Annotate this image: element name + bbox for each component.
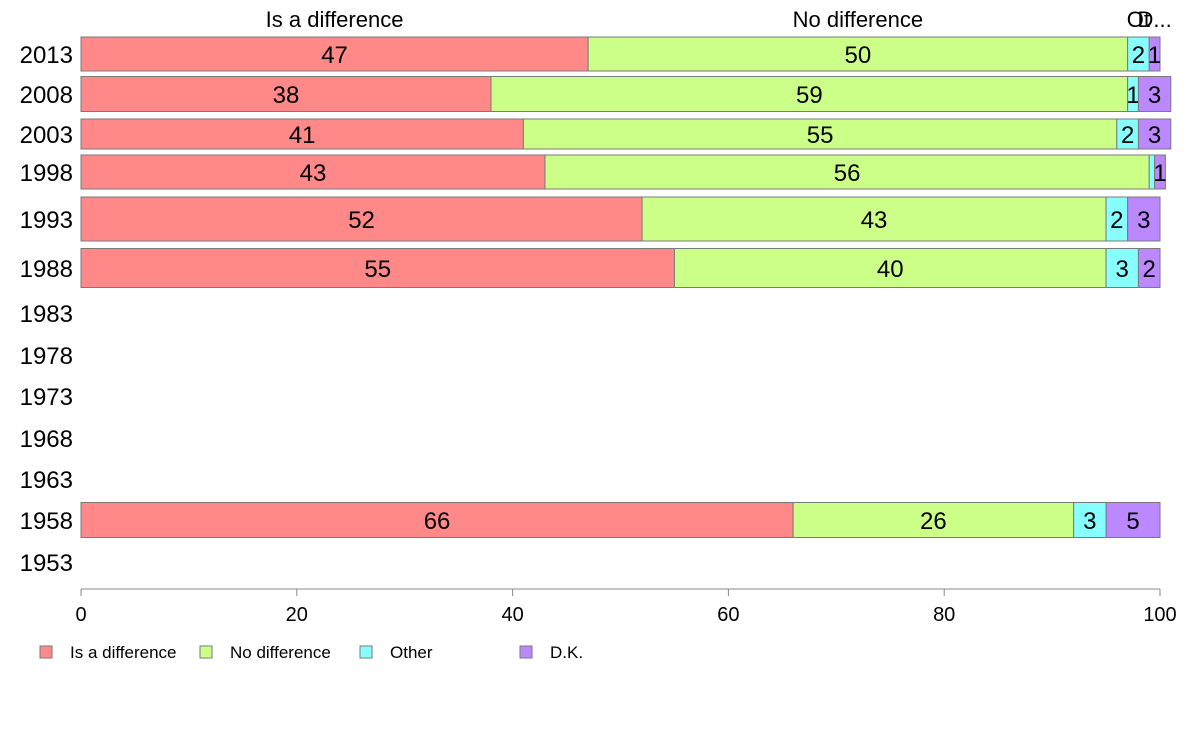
- year-label-1993: 1993: [20, 207, 73, 234]
- bar-1958-no-difference: [792, 502, 1075, 538]
- top-series-labels: Is a difference No difference OtD...: [266, 7, 1172, 32]
- legend-swatch-3: [519, 645, 533, 659]
- data-label-2013-1: 50: [845, 42, 872, 69]
- bar-1993-d-k: [1127, 196, 1161, 242]
- data-label-2008-0: 38: [273, 82, 300, 109]
- data-label-1988-1: 40: [877, 256, 904, 283]
- data-label-2008-1: 59: [796, 82, 823, 109]
- bar-2013-d-k: [1148, 36, 1161, 72]
- x-tick-label-100: 100: [1143, 604, 1176, 626]
- bar-1993-is-a-difference: [80, 196, 643, 242]
- legend-label-1: No difference: [230, 643, 331, 662]
- bar-1988-no-difference: [673, 248, 1107, 288]
- legend-swatch-1: [199, 645, 213, 659]
- bar-2013-no-difference: [587, 36, 1129, 72]
- bars: 47 50 2 138 59 1 341 55 2 343 56 152 43 2 355 40 3 266 26 3…: [80, 36, 1172, 538]
- legend-label-3: D.K.: [550, 643, 583, 662]
- legend-swatch-0: [39, 645, 53, 659]
- year-label-1973: 1973: [20, 384, 73, 411]
- x-tick-label-60: 60: [717, 604, 739, 626]
- data-label-2003-0: 41: [289, 122, 316, 149]
- data-label-1998-3: 1: [1153, 160, 1166, 187]
- data-label-2008-3: 3: [1148, 82, 1161, 109]
- bar-1958-is-a-difference: [80, 502, 794, 538]
- data-label-1993-3: 3: [1137, 207, 1150, 234]
- data-label-1958-1: 26: [920, 508, 947, 535]
- year-label-1978: 1978: [20, 343, 73, 370]
- data-label-2013-3: 1: [1148, 42, 1161, 69]
- legend: Is a difference No difference Other D.K.: [39, 643, 583, 662]
- data-label-1993-2: 2: [1110, 207, 1123, 234]
- data-label-2003-1: 55: [807, 122, 834, 149]
- year-label-2008: 2008: [20, 82, 73, 109]
- x-tick-label-40: 40: [501, 604, 523, 626]
- year-labels: 2013 2008 2003 1998 1993 1988 1983 1978 1973 1968…: [20, 42, 73, 577]
- top-label-3: D...: [1137, 7, 1171, 32]
- top-label-1: No difference: [793, 7, 923, 32]
- bar-2003-d-k: [1137, 118, 1172, 150]
- bar-1988-is-a-difference: [80, 248, 675, 288]
- year-label-1953: 1953: [20, 550, 73, 577]
- legend-label-2: Other: [390, 643, 433, 662]
- data-label-1958-0: 66: [424, 508, 451, 535]
- year-label-2003: 2003: [20, 122, 73, 149]
- bar-1998-no-difference: [544, 154, 1150, 190]
- bar-1998-is-a-difference: [80, 154, 546, 190]
- bar-1988-other: [1105, 248, 1139, 288]
- bar-1958-d-k: [1105, 502, 1161, 538]
- bar-1993-no-difference: [641, 196, 1107, 242]
- x-tick-label-0: 0: [75, 604, 86, 626]
- year-label-1958: 1958: [20, 508, 73, 535]
- data-label-1998-1: 56: [834, 160, 861, 187]
- data-label-1958-2: 3: [1083, 508, 1096, 535]
- top-label-0: Is a difference: [266, 7, 404, 32]
- bar-1988-d-k: [1137, 248, 1161, 288]
- data-label-2003-2: 2: [1121, 122, 1134, 149]
- year-label-1983: 1983: [20, 301, 73, 328]
- data-label-2013-2: 2: [1132, 42, 1145, 69]
- bar-2003-is-a-difference: [80, 118, 524, 150]
- year-label-1988: 1988: [20, 256, 73, 283]
- data-label-1998-0: 43: [300, 160, 327, 187]
- data-label-1988-2: 3: [1116, 256, 1129, 283]
- x-tick-label-20: 20: [286, 604, 308, 626]
- legend-label-0: Is a difference: [70, 643, 176, 662]
- data-label-2008-2: 1: [1126, 82, 1139, 109]
- year-label-1968: 1968: [20, 426, 73, 453]
- data-label-2013-0: 47: [321, 42, 348, 69]
- bar-2003-no-difference: [522, 118, 1118, 150]
- year-label-1998: 1998: [20, 160, 73, 187]
- data-label-1993-0: 52: [348, 207, 375, 234]
- top-label-2: Ot: [1127, 7, 1150, 32]
- data-label-1988-3: 2: [1143, 256, 1156, 283]
- bar-1998-d-k: [1154, 154, 1166, 190]
- bar-1958-other: [1073, 502, 1107, 538]
- bar-2008-d-k: [1137, 76, 1172, 112]
- data-label-1988-0: 55: [364, 256, 391, 283]
- data-label-2003-3: 3: [1148, 122, 1161, 149]
- data-label-1958-3: 5: [1126, 508, 1139, 535]
- x-tick-label-80: 80: [933, 604, 955, 626]
- year-label-1963: 1963: [20, 467, 73, 494]
- bar-2008-is-a-difference: [80, 76, 492, 112]
- year-label-2013: 2013: [20, 42, 73, 69]
- legend-swatch-2: [359, 645, 373, 659]
- x-axis: 0 20 40 60 80 100: [75, 588, 1177, 626]
- data-label-1993-1: 43: [861, 207, 888, 234]
